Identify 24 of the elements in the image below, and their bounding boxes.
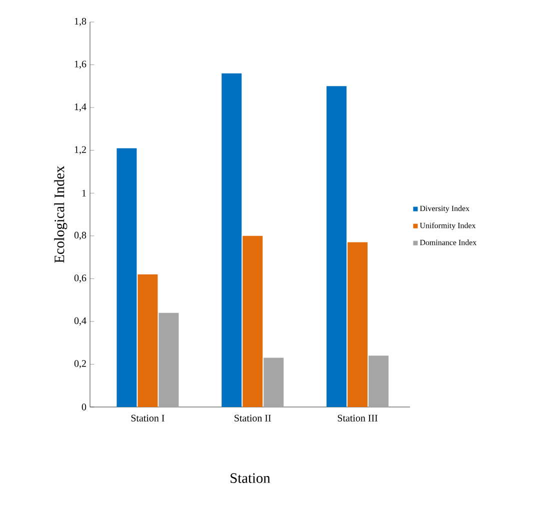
bar xyxy=(158,312,179,407)
bar xyxy=(326,86,347,407)
y-tick-label: 0,4 xyxy=(74,317,86,326)
bar xyxy=(138,274,158,407)
y-tick-label: 1 xyxy=(82,190,86,196)
bar xyxy=(264,358,284,407)
x-tick-label: Station II xyxy=(234,414,271,422)
y-tick-label: 0,8 xyxy=(74,232,86,240)
bar xyxy=(242,236,263,407)
x-tick-label: Station III xyxy=(338,414,378,422)
y-tick-label: 1,8 xyxy=(74,18,86,26)
bar xyxy=(368,356,389,407)
bar xyxy=(116,148,137,407)
y-tick-label: 1,4 xyxy=(74,103,86,112)
y-tick-label: 0,6 xyxy=(74,274,86,283)
y-tick-label: 1,2 xyxy=(74,146,86,154)
y-axis-title: Ecological Index xyxy=(54,166,68,263)
x-axis-title: Station xyxy=(230,473,270,483)
x-tick-label: Station I xyxy=(131,414,164,422)
y-tick-label: 1,6 xyxy=(74,60,86,69)
y-tick-label: 0,2 xyxy=(74,360,86,368)
bar xyxy=(348,242,368,407)
bar xyxy=(222,73,242,407)
y-tick-label: 0 xyxy=(82,404,86,410)
